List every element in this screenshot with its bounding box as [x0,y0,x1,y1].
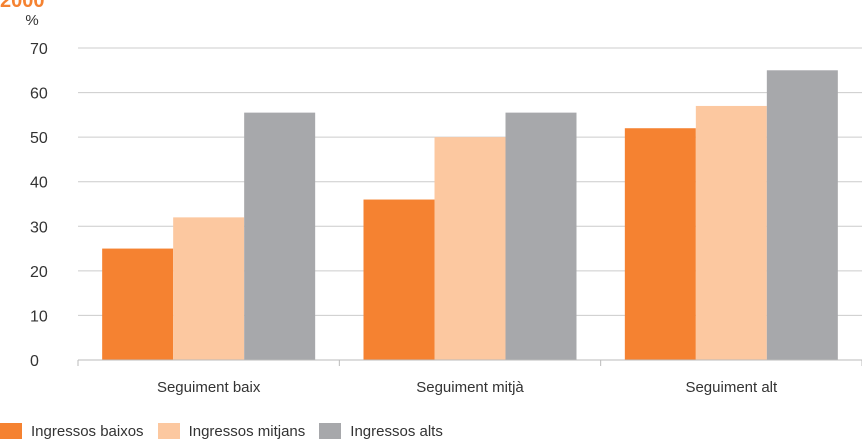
bar-3-3 [766,70,838,361]
bar-1-3 [244,112,316,360]
legend-item: Ingressos mitjans [157,422,306,440]
bar-1-2 [173,217,245,360]
bar-2-3 [505,112,577,360]
y-tick-label: 0 [30,353,39,370]
bar-3-1 [624,128,696,360]
legend-label: Ingressos mitjans [188,422,306,440]
bar-1-1 [102,248,174,360]
y-axis-label: % [25,12,38,29]
y-tick-label: 10 [30,308,48,325]
legend: Ingressos baixos Ingressos mitjans Ingress… [0,422,457,440]
y-tick-label: 50 [30,130,48,147]
bar-2-1 [363,199,435,360]
legend-label: Ingressos alts [350,422,443,440]
y-tick-label: 20 [30,264,48,281]
y-axis-ticks: 0 10 20 30 40 50 60 70 [30,41,48,370]
legend-label: Ingressos baixos [31,422,144,440]
legend-swatch [0,423,22,439]
y-tick-label: 70 [30,41,48,58]
y-tick-label: 60 [30,86,48,103]
y-tick-label: 30 [30,219,48,236]
bar-2-2 [434,137,506,360]
bars [102,70,838,361]
legend-swatch [157,423,180,439]
x-axis-labels: Seguiment baix Seguiment mitjà Seguiment a… [157,379,778,396]
legend-item: Ingressos alts [319,423,443,440]
category-separators [77,360,862,366]
x-category-label: Seguiment baix [157,379,261,396]
x-category-label: Seguiment alt [685,379,778,396]
x-category-label: Seguiment mitjà [416,379,524,396]
bar-3-2 [695,105,767,360]
legend-item: Ingressos baixos [0,423,144,440]
y-tick-label: 40 [30,175,48,192]
chart-title-clipped: 2000 [0,0,45,12]
legend-swatch [319,423,342,439]
